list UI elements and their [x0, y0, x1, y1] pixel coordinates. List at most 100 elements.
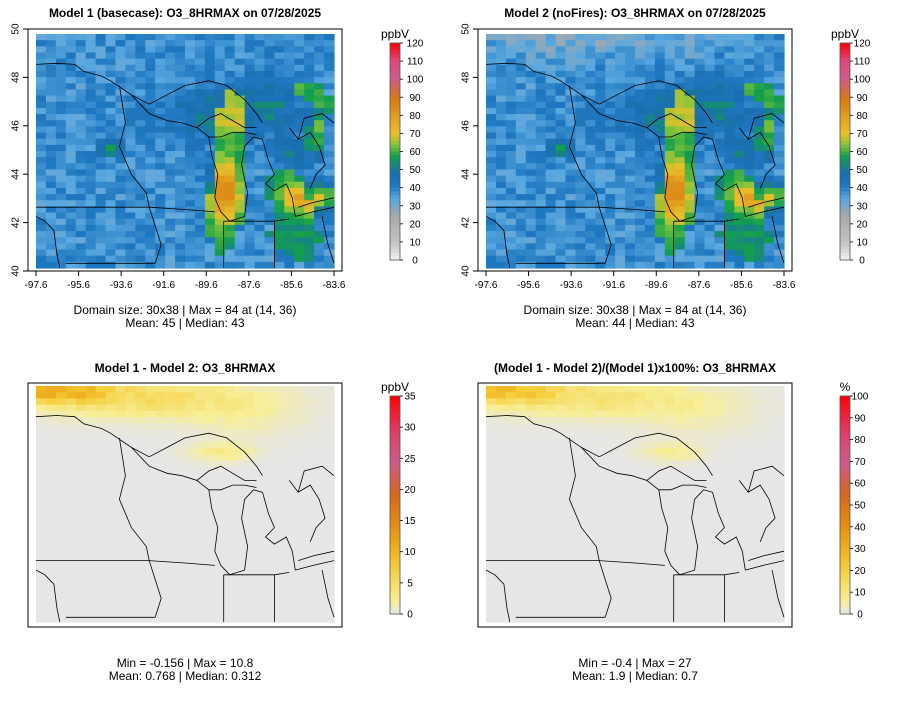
summary-line-2: Mean: 0.768 | Median: 0.312: [109, 669, 262, 683]
heatmap-cell: [65, 151, 77, 158]
heatmap-cell: [734, 454, 745, 462]
heatmap-cell: [535, 454, 547, 462]
colorbar-segment: [390, 446, 400, 451]
heatmap-cell: [244, 237, 256, 244]
heatmap-cell: [294, 175, 305, 183]
heatmap-cell: [694, 237, 706, 244]
heatmap-cell: [234, 448, 246, 455]
heatmap-cell: [555, 101, 567, 109]
heatmap-cell: [274, 34, 285, 41]
colorbar-segment: [390, 104, 400, 109]
heatmap-cell: [284, 516, 295, 524]
heatmap-cell: [635, 200, 646, 208]
heatmap-cell: [284, 70, 295, 78]
heatmap-cell: [304, 466, 315, 474]
heatmap-cell: [204, 77, 216, 84]
heatmap-cell: [684, 597, 696, 604]
heatmap-cell: [635, 535, 646, 542]
heatmap-cell: [214, 516, 226, 524]
heatmap-cell: [274, 243, 285, 251]
heatmap-cell: [254, 231, 266, 238]
heatmap-cell: [65, 404, 77, 412]
heatmap-cell: [155, 138, 166, 146]
heatmap-cell: [264, 454, 275, 462]
heatmap-cell: [264, 603, 275, 611]
heatmap-cell: [565, 255, 576, 263]
heatmap-cell: [694, 83, 706, 91]
heatmap-cell: [515, 89, 527, 97]
heatmap-cell: [324, 609, 335, 617]
heatmap-cell: [674, 151, 686, 158]
heatmap-cell: [204, 120, 216, 127]
heatmap-cell: [654, 566, 666, 573]
heatmap-cell: [694, 386, 706, 393]
heatmap-cell: [754, 52, 765, 60]
heatmap-cell: [486, 52, 497, 60]
colorbar-tick-label: 70: [409, 129, 421, 140]
heatmap-cell: [45, 417, 57, 424]
heatmap-cell: [635, 429, 646, 437]
heatmap-cell: [115, 615, 126, 623]
heatmap-cell: [264, 522, 275, 530]
heatmap-cell: [264, 410, 275, 418]
heatmap-cell: [224, 541, 236, 549]
heatmap-cell: [495, 466, 507, 474]
heatmap-cell: [495, 212, 507, 220]
heatmap-cell: [764, 243, 775, 251]
heatmap-cell: [155, 590, 166, 598]
heatmap-cell: [684, 181, 696, 189]
heatmap-cell: [635, 448, 646, 455]
heatmap-cell: [244, 157, 256, 164]
heatmap-cell: [284, 163, 295, 171]
heatmap-cell: [654, 206, 666, 214]
heatmap-cell: [585, 516, 596, 524]
heatmap-cell: [774, 566, 785, 573]
heatmap-cell: [175, 138, 186, 146]
heatmap-cell: [224, 224, 236, 232]
heatmap-cell: [605, 609, 616, 617]
heatmap-cell: [115, 566, 126, 573]
heatmap-cell: [486, 206, 497, 214]
heatmap-cell: [714, 423, 725, 431]
heatmap-cell: [105, 58, 117, 66]
heatmap-cell: [486, 410, 497, 418]
heatmap-cell: [545, 584, 557, 592]
heatmap-cell: [714, 392, 725, 400]
heatmap-cell: [486, 34, 497, 41]
heatmap-cell: [505, 163, 517, 171]
heatmap-cell: [734, 392, 745, 400]
heatmap-cell: [264, 237, 275, 244]
heatmap-cell: [704, 46, 716, 54]
heatmap-cell: [36, 52, 47, 60]
heatmap-cell: [105, 224, 117, 232]
heatmap-cell: [324, 435, 335, 443]
heatmap-cell: [244, 89, 256, 97]
heatmap-cell: [505, 491, 517, 499]
heatmap-cell: [664, 218, 676, 226]
heatmap-cell: [274, 497, 285, 505]
heatmap-cell: [635, 510, 646, 518]
heatmap-cell: [55, 441, 67, 449]
heatmap-cell: [244, 553, 256, 561]
heatmap-cell: [635, 120, 646, 127]
heatmap-cell: [575, 181, 586, 189]
heatmap-cell: [714, 52, 725, 60]
colorbar-segment: [390, 574, 400, 579]
heatmap-cell: [525, 448, 537, 455]
heatmap-cell: [694, 504, 706, 511]
heatmap-cell: [575, 206, 586, 214]
heatmap-cell: [565, 535, 576, 542]
heatmap-cell: [555, 231, 567, 238]
heatmap-cell: [304, 224, 315, 232]
heatmap-cell: [724, 479, 735, 486]
heatmap-cell: [85, 138, 97, 146]
heatmap-cell: [535, 404, 547, 412]
heatmap-cell: [734, 194, 745, 201]
heatmap-cell: [314, 566, 325, 573]
heatmap-cell: [694, 243, 706, 251]
heatmap-cell: [595, 584, 606, 592]
heatmap-cell: [535, 441, 547, 449]
heatmap-cell: [694, 522, 706, 530]
heatmap-cell: [545, 460, 557, 468]
heatmap-cell: [85, 510, 97, 518]
